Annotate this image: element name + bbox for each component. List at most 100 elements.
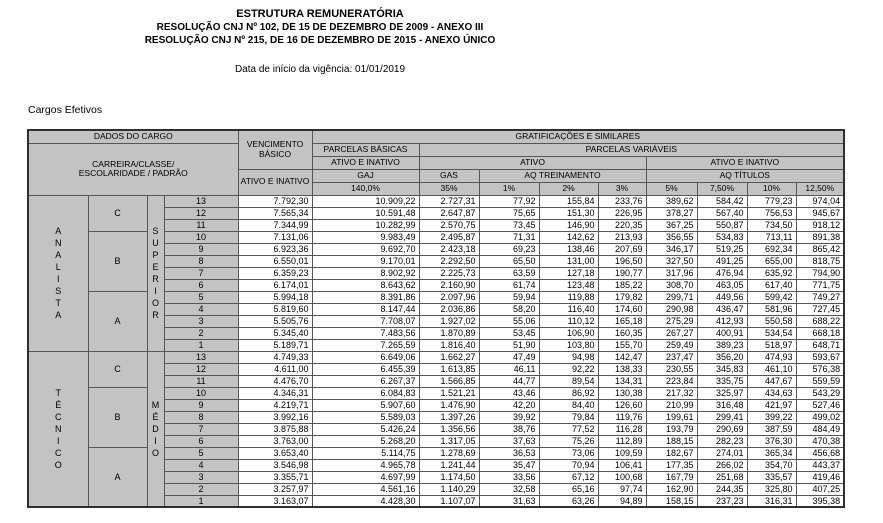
- value-cell: 47,49: [478, 350, 540, 364]
- header-gratificacoes-similares: GRATIFICAÇÕES E SIMILARES: [311, 129, 845, 144]
- value-cell: 37,63: [478, 434, 540, 448]
- value-cell: 365,34: [746, 446, 797, 460]
- value-cell: 123,48: [538, 278, 599, 292]
- value-cell: 9.170,01: [311, 254, 420, 268]
- value-cell: 3.653,40: [237, 446, 313, 460]
- value-cell: 94,98: [538, 350, 599, 364]
- value-cell: 576,38: [795, 362, 845, 376]
- value-cell: 1.174,50: [418, 470, 480, 484]
- value-cell: 97,74: [597, 482, 647, 496]
- value-cell: 1.317,05: [418, 434, 480, 448]
- value-cell: 727,45: [795, 302, 845, 316]
- value-cell: 519,25: [696, 242, 748, 256]
- value-cell: 210,99: [645, 398, 698, 412]
- padrao-cell: 5: [163, 290, 239, 304]
- header-parcelas-basicas: PARCELAS BÁSICAS: [311, 142, 420, 157]
- value-cell: 116,40: [538, 302, 599, 316]
- value-cell: 162,90: [645, 482, 698, 496]
- value-cell: 138,33: [597, 362, 647, 376]
- value-cell: 69,23: [478, 242, 540, 256]
- value-cell: 274,01: [696, 446, 748, 460]
- value-cell: 668,18: [795, 326, 845, 340]
- value-cell: 4.697,99: [311, 470, 420, 484]
- padrao-cell: 7: [163, 266, 239, 280]
- value-cell: 655,00: [746, 254, 797, 268]
- value-cell: 407,25: [795, 482, 845, 496]
- value-cell: 290,98: [645, 302, 698, 316]
- value-cell: 891,38: [795, 230, 845, 244]
- value-cell: 1.521,21: [418, 386, 480, 400]
- value-cell: 794,90: [795, 266, 845, 280]
- value-cell: 3.763,00: [237, 434, 313, 448]
- value-cell: 648,71: [795, 338, 845, 352]
- value-cell: 7.265,59: [311, 338, 420, 352]
- value-cell: 527,46: [795, 398, 845, 412]
- value-cell: 237,47: [645, 350, 698, 364]
- value-cell: 356,20: [696, 350, 748, 364]
- value-cell: 193,79: [645, 422, 698, 436]
- value-cell: 335,75: [696, 374, 748, 388]
- padrao-cell: 1: [163, 338, 239, 352]
- padrao-cell: 8: [163, 410, 239, 424]
- value-cell: 325,80: [746, 482, 797, 496]
- value-cell: 2.423,18: [418, 242, 480, 256]
- value-cell: 1.662,27: [418, 350, 480, 364]
- header-pct-titulos-125: 12,50%: [795, 181, 845, 196]
- value-cell: 7.344,99: [237, 218, 313, 232]
- header-gas: GAS: [418, 168, 480, 183]
- padrao-cell: 13: [163, 350, 239, 364]
- table-row: 8 3.992,16 5.589,03 1.397,26 39,92 79,84 119,7…: [28, 410, 845, 424]
- value-cell: 71,31: [478, 230, 540, 244]
- value-cell: 779,23: [746, 194, 797, 208]
- value-cell: 4.219,71: [237, 398, 313, 412]
- value-cell: 174,60: [597, 302, 647, 316]
- value-cell: 316,31: [746, 494, 797, 508]
- value-cell: 5.189,71: [237, 338, 313, 352]
- value-cell: 155,84: [538, 194, 599, 208]
- value-cell: 223,84: [645, 374, 698, 388]
- padrao-cell: 13: [163, 194, 239, 208]
- value-cell: 6.267,37: [311, 374, 420, 388]
- value-cell: 55,06: [478, 314, 540, 328]
- value-cell: 134,31: [597, 374, 647, 388]
- value-cell: 419,46: [795, 470, 845, 484]
- class-cell: A: [87, 446, 148, 508]
- value-cell: 8.643,62: [311, 278, 420, 292]
- value-cell: 2.495,87: [418, 230, 480, 244]
- value-cell: 7.483,56: [311, 326, 420, 340]
- value-cell: 945,67: [795, 206, 845, 220]
- value-cell: 1.566,85: [418, 374, 480, 388]
- table-row: 7 6.359,23 8.902,92 2.225,73 63,59 127,18 190,…: [28, 266, 845, 280]
- value-cell: 251,68: [696, 470, 748, 484]
- value-cell: 79,84: [538, 410, 599, 424]
- value-cell: 290,69: [696, 422, 748, 436]
- salary-table: DADOS DO CARGO VENCIMENTO BÁSICO GRATIFI…: [27, 129, 846, 508]
- value-cell: 5.268,20: [311, 434, 420, 448]
- padrao-cell: 4: [163, 302, 239, 316]
- value-cell: 476,94: [696, 266, 748, 280]
- value-cell: 491,25: [696, 254, 748, 268]
- header-ativo-e-inativo-gaj: ATIVO E INATIVO: [311, 155, 420, 170]
- value-cell: 46,11: [478, 362, 540, 376]
- value-cell: 688,22: [795, 314, 845, 328]
- value-cell: 275,29: [645, 314, 698, 328]
- padrao-cell: 12: [163, 206, 239, 220]
- value-cell: 67,12: [538, 470, 599, 484]
- value-cell: 593,67: [795, 350, 845, 364]
- header-pct-gaj: 140,0%: [311, 181, 420, 196]
- value-cell: 119,88: [538, 290, 599, 304]
- value-cell: 1.927,02: [418, 314, 480, 328]
- value-cell: 4.611,00: [237, 362, 313, 376]
- value-cell: 1.816,40: [418, 338, 480, 352]
- value-cell: 167,79: [645, 470, 698, 484]
- value-cell: 474,93: [746, 350, 797, 364]
- value-cell: 213,93: [597, 230, 647, 244]
- table-row: 8 6.550,01 9.170,01 2.292,50 65,50 131,00 196,…: [28, 254, 845, 268]
- value-cell: 130,38: [597, 386, 647, 400]
- value-cell: 2.036,86: [418, 302, 480, 316]
- value-cell: 106,90: [538, 326, 599, 340]
- value-cell: 1.613,85: [418, 362, 480, 376]
- career-cell: A N A L I S T A: [27, 194, 89, 352]
